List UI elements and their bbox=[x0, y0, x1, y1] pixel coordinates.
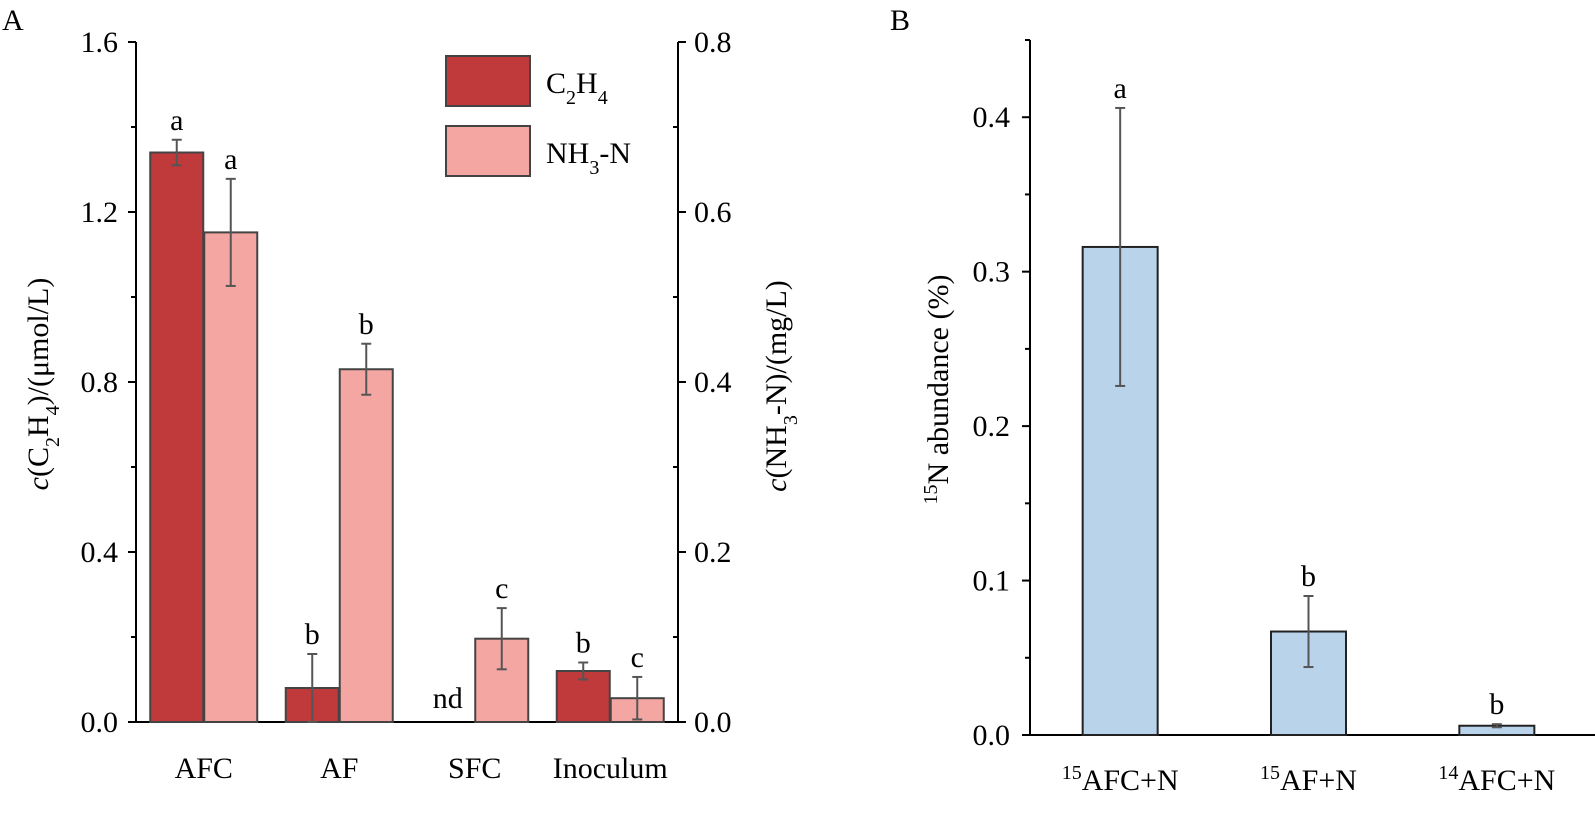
b-y-axis-label: 15N abundance (%) bbox=[920, 275, 955, 505]
right-axis-label: c(NH3-N)/(mg/L) bbox=[760, 280, 802, 492]
b-tick-label: 0.0 bbox=[973, 719, 1011, 752]
b-significance-label: b bbox=[1489, 688, 1504, 721]
significance-label: a bbox=[170, 104, 183, 137]
b-significance-label: b bbox=[1301, 560, 1316, 593]
category-label: AF bbox=[320, 752, 358, 785]
b-tick-label: 0.4 bbox=[973, 101, 1011, 134]
b-tick-label: 0.2 bbox=[973, 410, 1011, 443]
category-label: Inoculum bbox=[553, 752, 668, 785]
significance-label: b bbox=[359, 308, 374, 341]
right-tick-label: 0.6 bbox=[694, 196, 732, 229]
panel-a-chart: 0.0 0.4 0.8 1.2 1.6 0.0 0.2 0.4 0.6 0.8 c(C2H4)/(μ… bbox=[22, 26, 802, 785]
legend-label: C2H4 bbox=[546, 67, 608, 109]
right-tick-label: 0.8 bbox=[694, 26, 732, 59]
significance-label: c bbox=[495, 572, 508, 605]
significance-label: c bbox=[631, 641, 644, 674]
b-category-label: 14AFC+N bbox=[1438, 762, 1555, 797]
significance-label: b bbox=[576, 627, 591, 660]
b-tick-label: 0.3 bbox=[973, 256, 1011, 289]
left-tick-label: 0.0 bbox=[81, 706, 119, 739]
category-label: SFC bbox=[448, 752, 501, 785]
left-tick-label: 1.2 bbox=[81, 196, 119, 229]
panel-b-chart: 0.0 0.1 0.2 0.3 0.4 15N abundance (%) a 15AFC+N… bbox=[920, 39, 1595, 797]
left-axis-label: c(C2H4)/(μmol/L) bbox=[22, 278, 64, 491]
panel-label-a: A bbox=[2, 4, 24, 37]
right-tick-label: 0.0 bbox=[694, 706, 732, 739]
b-category-label: 15AFC+N bbox=[1062, 762, 1179, 797]
left-tick-label: 0.4 bbox=[81, 536, 119, 569]
left-tick-label: 1.6 bbox=[81, 26, 119, 59]
b-tick-label: 0.1 bbox=[973, 565, 1011, 598]
b-category-label: 15AF+N bbox=[1260, 762, 1357, 797]
bar-nh3 bbox=[338, 368, 394, 723]
bar-c2h4 bbox=[149, 151, 205, 723]
right-tick-label: 0.2 bbox=[694, 536, 732, 569]
legend-swatch bbox=[445, 125, 531, 177]
legend-label: NH3-N bbox=[546, 137, 631, 179]
not-detected-label: nd bbox=[433, 682, 463, 715]
b-significance-label: a bbox=[1114, 72, 1127, 105]
significance-label: a bbox=[224, 143, 237, 176]
left-tick-label: 0.8 bbox=[81, 366, 119, 399]
legend-swatch bbox=[445, 55, 531, 107]
significance-label: b bbox=[305, 618, 320, 651]
right-tick-label: 0.4 bbox=[694, 366, 732, 399]
bar-nh3 bbox=[203, 231, 259, 723]
bar-nh3 bbox=[474, 637, 530, 724]
panel-label-b: B bbox=[890, 4, 910, 37]
category-label: AFC bbox=[175, 752, 233, 785]
